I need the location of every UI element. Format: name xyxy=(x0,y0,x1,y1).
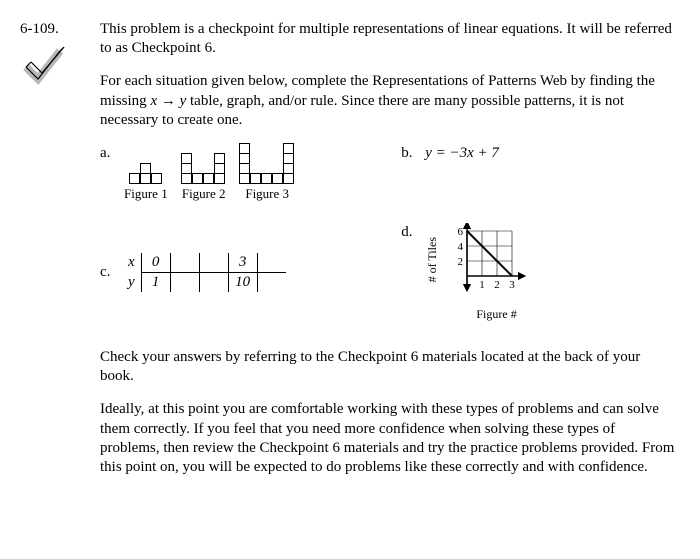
xc4 xyxy=(257,253,286,273)
svg-text:4: 4 xyxy=(457,241,463,253)
svg-text:1: 1 xyxy=(479,279,485,291)
intro-para-1: This problem is a checkpoint for multipl… xyxy=(100,20,675,58)
part-c: c. x 0 3 y 1 xyxy=(100,223,401,323)
part-a: a. Figure 1 xyxy=(100,144,401,203)
parts-row-cd: c. x 0 3 y 1 xyxy=(100,223,675,323)
content: This problem is a checkpoint for multipl… xyxy=(100,20,675,477)
part-b: b. y = −3x + 7 xyxy=(401,144,675,203)
xc2 xyxy=(199,253,228,273)
figure-3: Figure 3 xyxy=(240,144,295,203)
part-b-rule: y = −3x + 7 xyxy=(425,144,675,163)
part-d: d. # of Tiles 246123 Figure # xyxy=(401,223,675,323)
y-axis-label: # of Tiles xyxy=(425,223,440,282)
check-b: Checkpoint 6 xyxy=(338,349,418,365)
checkpoint-icon xyxy=(20,47,70,87)
part-c-body: x 0 3 y 1 10 xyxy=(124,253,401,292)
check-para: Check your answers by referring to the C… xyxy=(100,348,675,386)
svg-text:2: 2 xyxy=(457,256,463,268)
part-b-label: b. xyxy=(401,144,425,163)
xc1 xyxy=(170,253,199,273)
left-column: 6-109. xyxy=(20,20,100,87)
figure-2: Figure 2 xyxy=(182,154,226,203)
svg-text:6: 6 xyxy=(457,226,463,238)
part-c-label: c. xyxy=(100,263,124,282)
parts-row-ab: a. Figure 1 xyxy=(100,144,675,203)
part-a-body: Figure 1 Figure 2 xyxy=(124,144,401,203)
graph: 246123 xyxy=(443,223,533,301)
yc2 xyxy=(199,272,228,292)
problem-number: 6-109. xyxy=(20,21,59,37)
final-b: Checkpoint 6 xyxy=(260,440,340,456)
intro2-var: x → y xyxy=(150,93,186,109)
x-axis-label: Figure # xyxy=(443,307,533,322)
check-a: Check your answers by referring to the xyxy=(100,349,338,365)
yc0: 1 xyxy=(141,272,170,292)
fig1-label: Figure 1 xyxy=(124,186,168,203)
fig3-label: Figure 3 xyxy=(245,186,289,203)
yc1 xyxy=(170,272,199,292)
part-d-label: d. xyxy=(401,223,425,242)
intro-para-2: For each situation given below, complete… xyxy=(100,72,675,130)
xc3: 3 xyxy=(228,253,257,273)
figure-1: Figure 1 xyxy=(124,164,168,203)
xy-table: x 0 3 y 1 10 xyxy=(124,253,286,292)
xc0: 0 xyxy=(141,253,170,273)
svg-text:3: 3 xyxy=(509,279,515,291)
y-header: y xyxy=(124,272,141,292)
yc4 xyxy=(257,272,286,292)
final-para: Ideally, at this point you are comfortab… xyxy=(100,400,675,477)
fig2-label: Figure 2 xyxy=(182,186,226,203)
figures: Figure 1 Figure 2 xyxy=(124,144,401,203)
problem: 6-109. This problem is a checkpoint for … xyxy=(20,20,675,477)
svg-text:2: 2 xyxy=(494,279,500,291)
part-a-label: a. xyxy=(100,144,124,163)
x-header: x xyxy=(124,253,141,273)
part-d-body: # of Tiles 246123 Figure # xyxy=(425,223,675,323)
yc3: 10 xyxy=(228,272,257,292)
